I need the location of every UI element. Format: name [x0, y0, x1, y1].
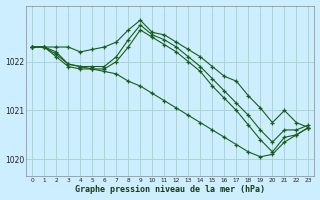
- X-axis label: Graphe pression niveau de la mer (hPa): Graphe pression niveau de la mer (hPa): [75, 185, 265, 194]
